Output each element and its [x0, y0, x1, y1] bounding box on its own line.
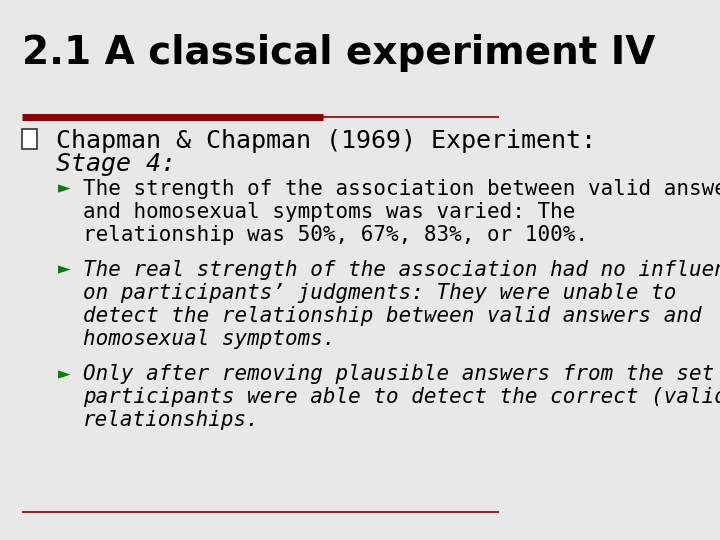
Text: ►: ► — [58, 364, 71, 384]
Text: detect the relationship between valid answers and: detect the relationship between valid an… — [84, 306, 702, 326]
Text: relationships.: relationships. — [84, 410, 260, 430]
FancyBboxPatch shape — [22, 129, 37, 149]
Text: participants were able to detect the correct (valid): participants were able to detect the cor… — [84, 387, 720, 407]
Text: on participants’ judgments: They were unable to: on participants’ judgments: They were un… — [84, 283, 677, 303]
Text: Chapman & Chapman (1969) Experiment:: Chapman & Chapman (1969) Experiment: — [55, 129, 595, 153]
Text: The strength of the association between valid answers: The strength of the association between … — [84, 179, 720, 199]
Text: The real strength of the association had no influence: The real strength of the association had… — [84, 260, 720, 280]
Text: and homosexual symptoms was varied: The: and homosexual symptoms was varied: The — [84, 202, 575, 222]
Text: Only after removing plausible answers from the set: Only after removing plausible answers fr… — [84, 364, 714, 384]
Text: ►: ► — [58, 179, 71, 199]
Text: 2.1 A classical experiment IV: 2.1 A classical experiment IV — [22, 33, 655, 72]
Text: Stage 4:: Stage 4: — [55, 152, 176, 176]
Text: homosexual symptoms.: homosexual symptoms. — [84, 329, 336, 349]
Text: ►: ► — [58, 260, 71, 280]
Text: relationship was 50%, 67%, 83%, or 100%.: relationship was 50%, 67%, 83%, or 100%. — [84, 225, 588, 245]
